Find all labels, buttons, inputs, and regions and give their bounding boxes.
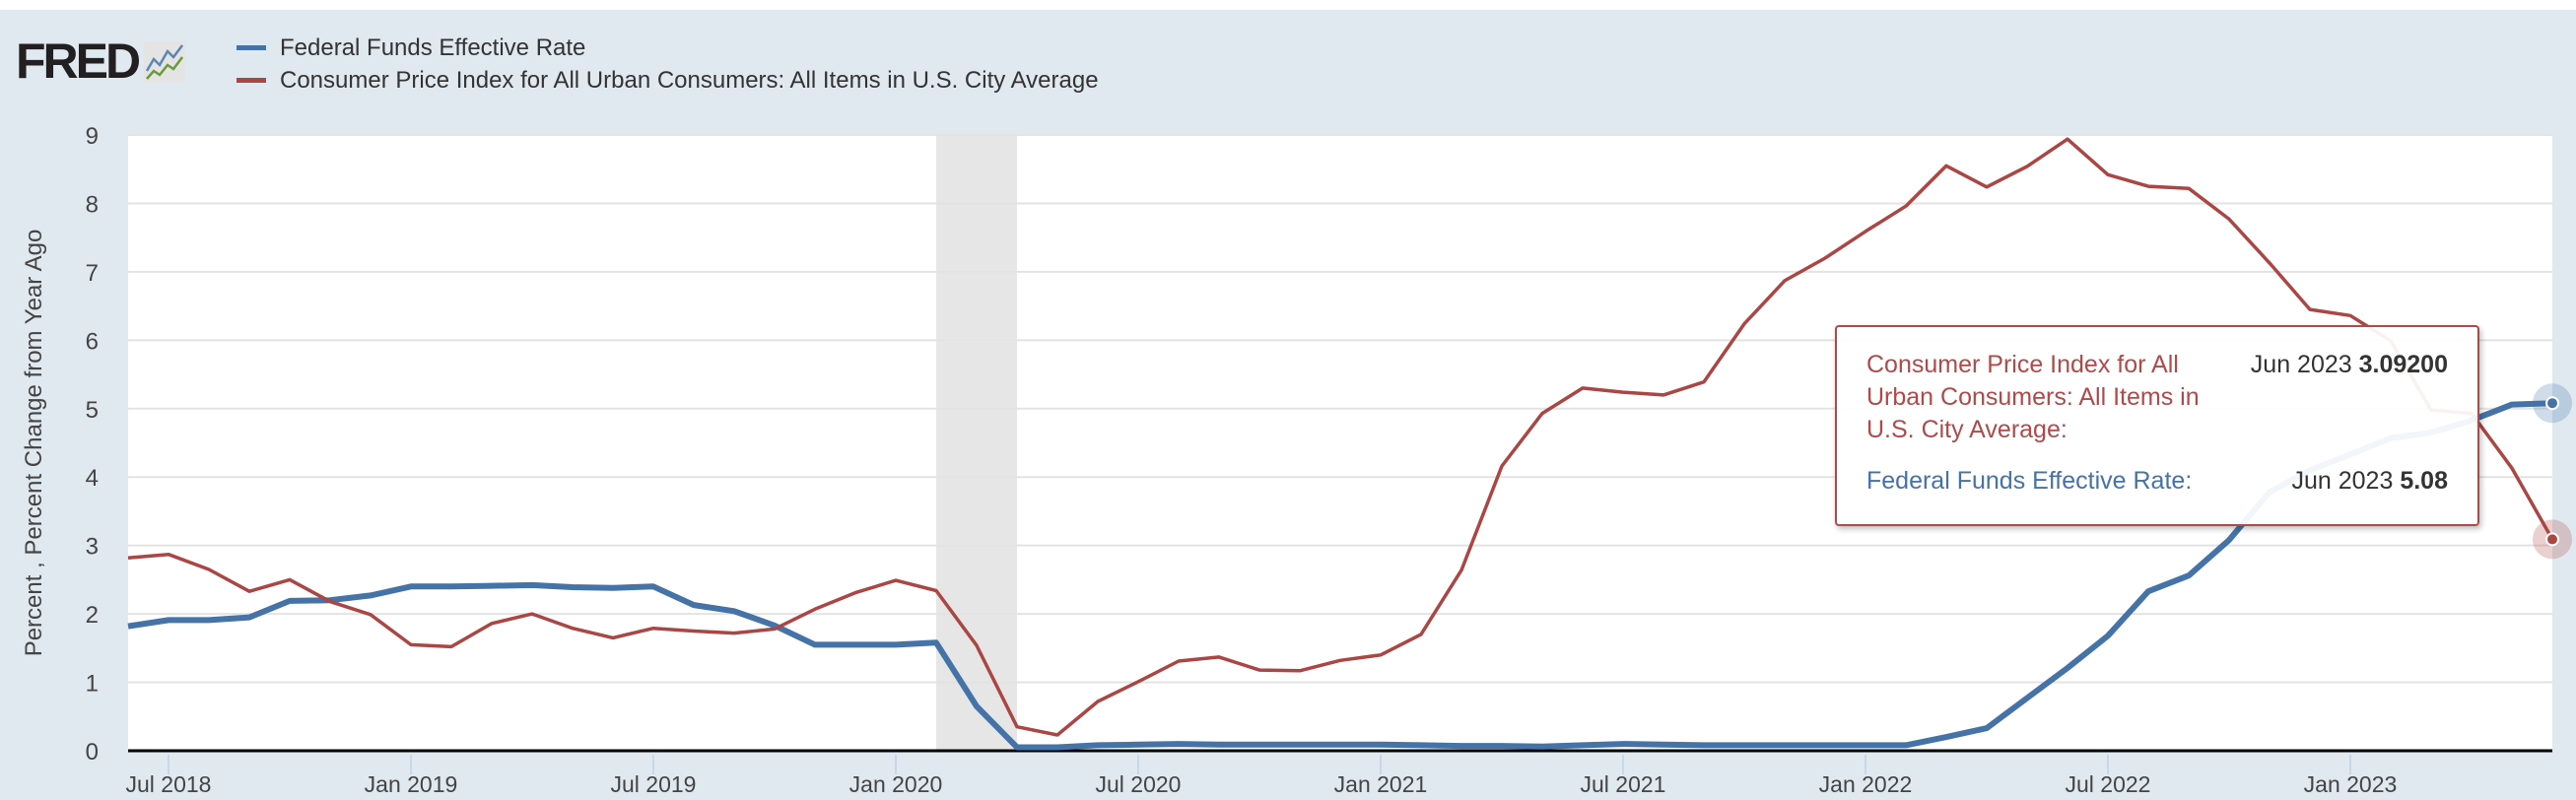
- tooltip-cpi-value: 3.09200: [2358, 351, 2448, 378]
- hover-marker: [2545, 532, 2559, 547]
- x-tick-label: Jan 2019: [365, 771, 458, 797]
- legend-swatch: [237, 78, 266, 83]
- tooltip-row-ff: Federal Funds Effective Rate: Jun 2023 5…: [1866, 465, 2448, 498]
- series-line-fedfunds: [127, 400, 2553, 751]
- x-tick-label: Jul 2019: [611, 771, 697, 797]
- legend-item-cpi[interactable]: Consumer Price Index for All Urban Consu…: [237, 64, 1099, 97]
- tooltip-cpi-label: Consumer Price Index for All Urban Consu…: [1866, 351, 2200, 443]
- y-tick-label: 0: [86, 739, 99, 766]
- series-line-cpi: [127, 137, 2554, 737]
- x-tick-label: Jan 2022: [1819, 771, 1913, 797]
- y-tick-label: 3: [86, 534, 99, 561]
- fred-chart-icon: [144, 41, 186, 83]
- tooltip-cpi-date: Jun 2023: [2250, 351, 2352, 378]
- x-tick-label: Jul 2022: [2066, 771, 2151, 797]
- hover-marker: [2545, 396, 2559, 411]
- y-tick-label: 2: [86, 602, 99, 629]
- y-tick-label: 6: [86, 328, 99, 355]
- tooltip-ff-date: Jun 2023: [2291, 467, 2394, 495]
- x-tick-label: Jan 2023: [2304, 771, 2398, 797]
- y-tick-label: 7: [86, 260, 99, 287]
- legend-item-fedfunds[interactable]: Federal Funds Effective Rate: [237, 32, 1099, 64]
- y-axis-title: Percent , Percent Change from Year Ago: [21, 230, 47, 657]
- legend-label: Consumer Price Index for All Urban Consu…: [280, 66, 1099, 94]
- legend-label: Federal Funds Effective Rate: [280, 33, 586, 61]
- tooltip: Consumer Price Index for All Urban Consu…: [1835, 325, 2479, 526]
- y-tick-label: 5: [86, 397, 99, 424]
- tooltip-ff-label: Federal Funds Effective Rate:: [1866, 467, 2193, 495]
- tooltip-ff-value: 5.08: [2400, 467, 2448, 495]
- tooltip-row-cpi: Consumer Price Index for All Urban Consu…: [1866, 349, 2448, 446]
- legend-swatch: [237, 45, 266, 50]
- x-tick-label: Jul 2018: [126, 771, 212, 797]
- y-tick-label: 4: [86, 465, 99, 492]
- fred-logo-text: FRED: [16, 33, 141, 89]
- legend: Federal Funds Effective Rate Consumer Pr…: [237, 32, 1099, 97]
- y-tick-label: 8: [86, 191, 99, 218]
- chart-container: 0 1 2 3 4 5 6 7 8 9 Percent , Percent Change from …: [0, 10, 2576, 800]
- y-tick-label: 1: [86, 671, 99, 698]
- x-tick-label: Jul 2020: [1096, 771, 1182, 797]
- x-tick-label: Jan 2021: [1334, 771, 1428, 797]
- x-tick-label: Jul 2021: [1581, 771, 1666, 797]
- x-tick-label: Jan 2020: [849, 771, 943, 797]
- y-tick-label: 9: [86, 123, 99, 150]
- fred-logo[interactable]: FRED: [16, 33, 186, 89]
